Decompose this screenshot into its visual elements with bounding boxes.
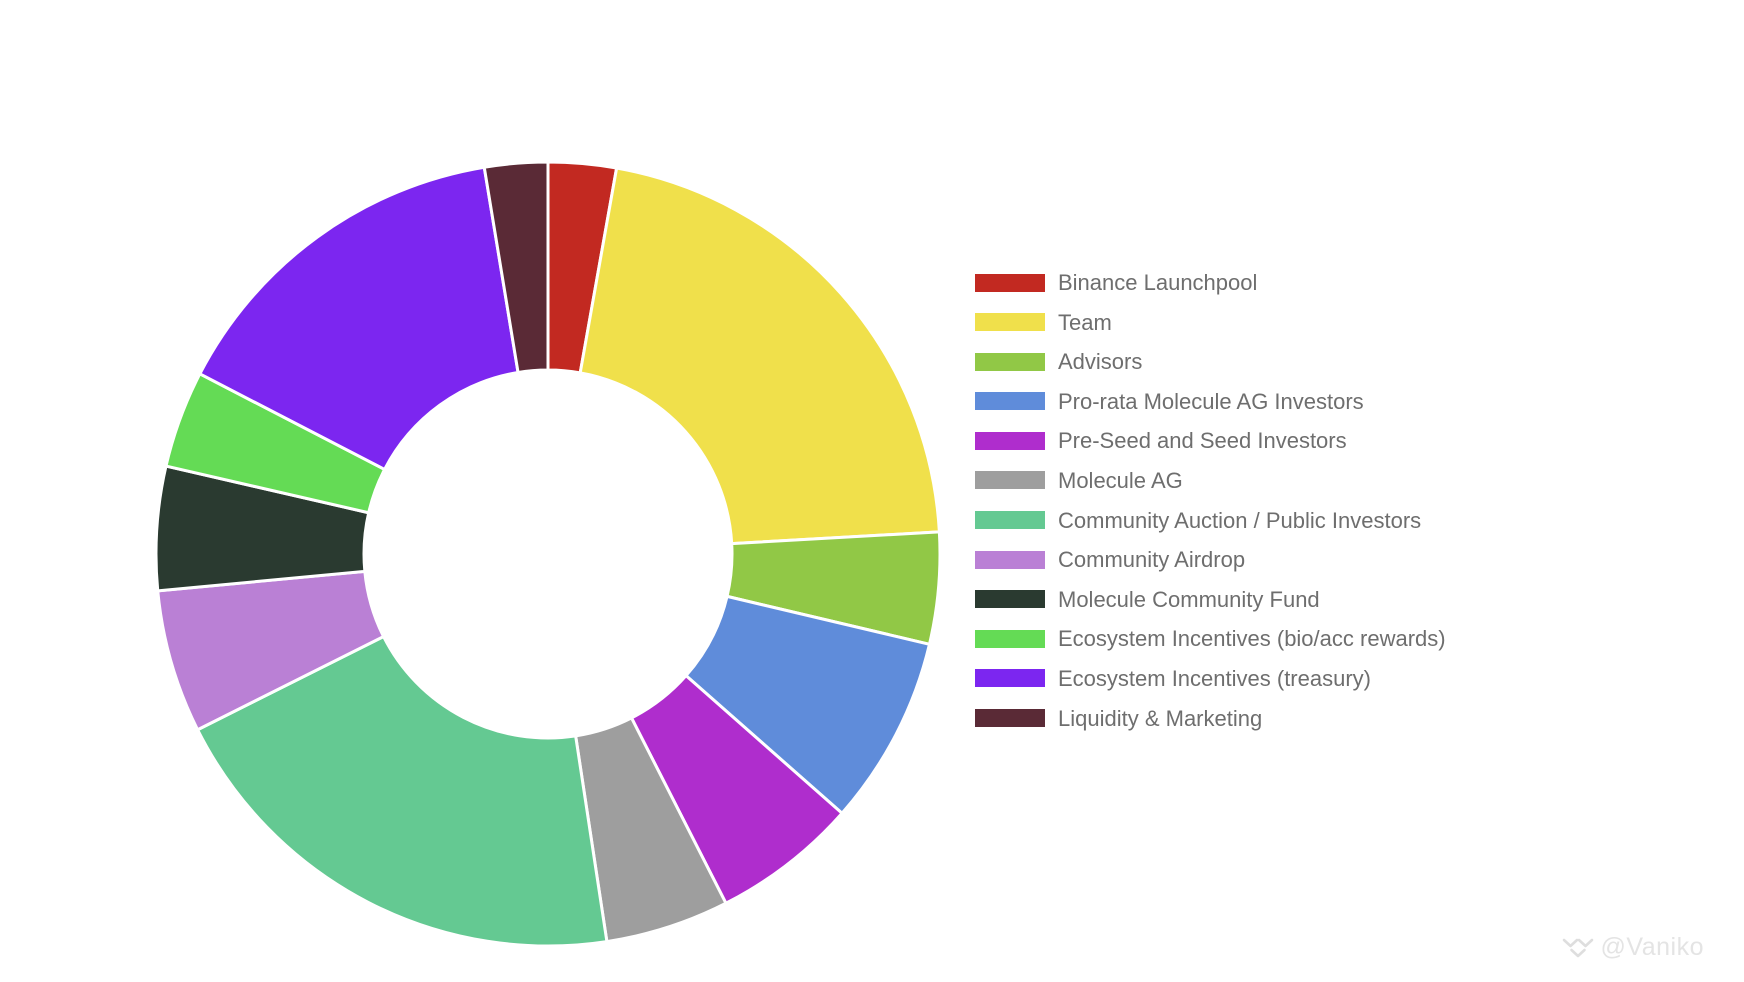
legend-label: Team (1058, 309, 1112, 335)
legend-swatch (975, 550, 1045, 569)
legend-swatch (975, 590, 1045, 609)
watermark-handle: @Vaniko (1600, 933, 1704, 961)
legend-item[interactable]: Ecosystem Incentives (treasury) (975, 666, 1446, 691)
legend-item[interactable]: Liquidity & Marketing (975, 706, 1446, 731)
legend-item[interactable]: Advisors (975, 349, 1446, 374)
legend-swatch (975, 709, 1045, 728)
legend-item[interactable]: Molecule AG (975, 468, 1446, 493)
donut-slice-1[interactable] (578, 166, 941, 546)
donut-slice-6[interactable] (196, 635, 609, 948)
legend-label: Binance Launchpool (1058, 270, 1258, 295)
legend-item[interactable]: Molecule Community Fund (975, 587, 1446, 612)
legend-label: Liquidity & Marketing (1058, 705, 1263, 731)
legend-item[interactable]: Pre-Seed and Seed Investors (975, 428, 1446, 453)
legend-swatch (975, 313, 1045, 332)
donut-slice-10[interactable] (198, 165, 520, 471)
legend-label: Ecosystem Incentives (treasury) (1058, 665, 1371, 691)
legend-item[interactable]: Community Auction / Public Investors (975, 508, 1446, 533)
legend-item[interactable]: Community Airdrop (975, 547, 1446, 572)
chart-legend: Binance Launchpool Team Advisors Pro-rat… (975, 270, 1446, 745)
legend-label: Pro-rata Molecule AG Investors (1058, 388, 1364, 414)
legend-item[interactable]: Pro-rata Molecule AG Investors (975, 389, 1446, 414)
legend-label: Molecule AG (1058, 467, 1183, 493)
legend-label: Advisors (1058, 349, 1143, 375)
legend-swatch (975, 471, 1045, 490)
legend-swatch (975, 629, 1045, 648)
legend-item[interactable]: Binance Launchpool (975, 270, 1446, 295)
watermark: @Vaniko (1562, 933, 1704, 962)
legend-label: Community Airdrop (1058, 547, 1246, 573)
legend-swatch (975, 669, 1045, 688)
donut-slice-11[interactable] (482, 160, 550, 374)
watermark-logo-icon (1562, 938, 1593, 957)
legend-label: Molecule Community Fund (1058, 586, 1320, 612)
legend-swatch (975, 273, 1045, 292)
legend-item[interactable]: Team (975, 310, 1446, 335)
legend-swatch (975, 511, 1045, 530)
legend-swatch (975, 431, 1045, 450)
legend-label: Ecosystem Incentives (bio/acc rewards) (1058, 626, 1446, 652)
legend-item[interactable]: Ecosystem Incentives (bio/acc rewards) (975, 626, 1446, 651)
legend-label: Pre-Seed and Seed Investors (1058, 428, 1347, 454)
legend-swatch (975, 352, 1045, 371)
legend-swatch (975, 392, 1045, 411)
legend-label: Community Auction / Public Investors (1058, 507, 1422, 533)
